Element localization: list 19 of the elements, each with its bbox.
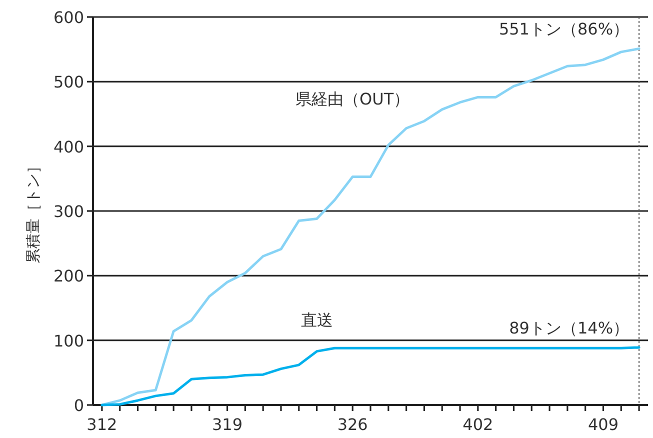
series-label: 県経由（OUT） <box>296 90 410 109</box>
y-tick-label: 200 <box>53 266 84 286</box>
series-label: 直送 <box>300 310 333 330</box>
y-tick-label: 0 <box>74 396 84 415</box>
x-tick-label: 326 <box>337 415 368 434</box>
y-tick-label: 100 <box>53 331 84 350</box>
x-tick-label: 402 <box>462 415 494 434</box>
data-label: 89トン（14%） <box>509 318 630 338</box>
y-axis-title: 累積量［トン］ <box>24 158 42 264</box>
x-tick-label: 312 <box>86 415 118 434</box>
x-tick-label: 319 <box>212 415 243 434</box>
y-tick-label: 600 <box>53 8 84 27</box>
line-series <box>100 47 640 406</box>
y-tick-label: 500 <box>53 72 84 92</box>
line-series <box>100 346 640 406</box>
data-label: 551トン（86%） <box>498 20 630 39</box>
y-tick-label: 400 <box>53 137 84 156</box>
x-tick-label: 409 <box>588 415 619 434</box>
y-tick-label: 300 <box>53 202 84 221</box>
